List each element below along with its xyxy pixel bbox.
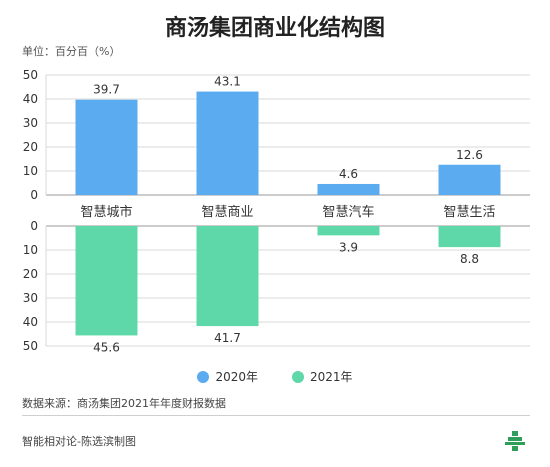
data-label-2021: 41.7: [214, 331, 241, 345]
bar-2020-1: [75, 99, 138, 195]
data-label-2020: 43.1: [214, 75, 241, 89]
data-label-2021: 3.9: [339, 240, 358, 254]
legend-label-2020: 2020年: [215, 370, 258, 384]
bar-2020-4: [438, 164, 501, 195]
mirror-bar-chart: 0 10 20 30 40 50 39.7 智慧城市 43.1 智慧商业 4.6 智慧汽车 12.6 智慧…: [23, 68, 530, 354]
data-label-2021: 45.6: [93, 340, 120, 354]
y-tick-label-upper: 0: [30, 188, 38, 202]
upper-panel-2020: 0 10 20 30 40 50 39.7 智慧城市 43.1 智慧商业 4.6 智慧汽车 12.6 智慧…: [23, 68, 530, 220]
category-label: 智慧生活: [443, 204, 495, 220]
y-tick-label-upper: 20: [23, 140, 38, 154]
legend-label-2021: 2021年: [310, 370, 353, 384]
y-tick-label-upper: 30: [23, 116, 38, 130]
bar-2021-3: [317, 226, 380, 236]
bar-2021-1: [75, 226, 138, 336]
y-tick-label-lower: 30: [23, 291, 38, 305]
category-label: 智慧城市: [80, 204, 132, 220]
divider: [22, 415, 530, 416]
bar-2021-4: [438, 226, 501, 248]
bar-2021-2: [196, 226, 259, 327]
category-label: 智慧汽车: [322, 204, 374, 220]
legend: 2020年 2021年: [0, 368, 550, 385]
legend-swatch-2020: [197, 370, 210, 383]
logo-icon: [505, 431, 525, 451]
y-tick-label-upper: 10: [23, 164, 38, 178]
legend-item-2021[interactable]: 2021年: [292, 368, 353, 385]
unit-label: 单位：百分百（%）: [22, 45, 121, 58]
bar-2020-3: [317, 183, 380, 195]
y-tick-label-lower: 40: [23, 315, 38, 329]
legend-swatch-2021: [292, 370, 304, 383]
data-source: 数据来源：商汤集团2021年年度财报数据: [22, 397, 226, 410]
lower-panel-2021: 0 10 20 30 40 50 45.6 41.7 3.9 8.8: [23, 219, 530, 354]
legend-item-2020[interactable]: 2020年: [197, 368, 258, 385]
category-label: 智慧商业: [201, 204, 253, 220]
y-tick-label-upper: 40: [23, 92, 38, 106]
data-label-2021: 8.8: [460, 252, 479, 266]
y-tick-label-lower: 0: [30, 219, 38, 233]
y-tick-label-lower: 10: [23, 243, 38, 257]
y-tick-label-lower: 50: [23, 339, 38, 353]
data-label-2020: 39.7: [93, 83, 120, 97]
chart-title: 商汤集团商业化结构图: [164, 16, 385, 41]
y-tick-label-lower: 20: [23, 267, 38, 281]
data-label-2020: 12.6: [456, 148, 483, 162]
bar-2020-2: [196, 91, 259, 195]
data-label-2020: 4.6: [339, 167, 358, 181]
footer-credit: 智能相对论-陈选滨制图: [22, 435, 136, 448]
y-tick-label-upper: 50: [23, 68, 38, 82]
